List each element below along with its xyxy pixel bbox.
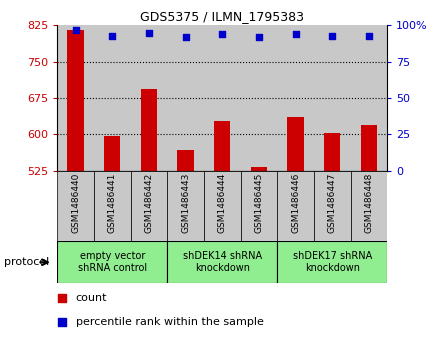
Bar <box>351 25 387 171</box>
Bar <box>351 171 387 241</box>
Point <box>145 30 152 36</box>
Text: empty vector
shRNA control: empty vector shRNA control <box>77 252 147 273</box>
Text: GSM1486443: GSM1486443 <box>181 173 190 233</box>
Text: GSM1486444: GSM1486444 <box>218 173 227 233</box>
Text: shDEK14 shRNA
knockdown: shDEK14 shRNA knockdown <box>183 252 262 273</box>
Text: count: count <box>76 293 107 303</box>
Bar <box>94 171 131 241</box>
Bar <box>314 171 351 241</box>
Text: GSM1486446: GSM1486446 <box>291 173 300 233</box>
Point <box>255 34 262 40</box>
Bar <box>277 25 314 171</box>
Bar <box>287 117 304 171</box>
Point <box>329 33 336 38</box>
Text: GSM1486448: GSM1486448 <box>364 173 374 233</box>
Text: GSM1486447: GSM1486447 <box>328 173 337 233</box>
Bar <box>277 241 387 283</box>
Text: shDEK17 shRNA
knockdown: shDEK17 shRNA knockdown <box>293 252 372 273</box>
Bar <box>251 167 267 171</box>
Bar <box>57 241 167 283</box>
Text: GSM1486440: GSM1486440 <box>71 173 80 233</box>
Point <box>365 33 372 38</box>
Bar <box>204 25 241 171</box>
Bar <box>361 125 377 171</box>
Bar <box>131 25 167 171</box>
Bar <box>57 25 94 171</box>
Bar <box>241 25 277 171</box>
Text: GSM1486441: GSM1486441 <box>108 173 117 233</box>
Bar <box>94 25 131 171</box>
Point <box>72 27 79 33</box>
Point <box>58 319 65 325</box>
Bar <box>314 25 351 171</box>
Text: GSM1486445: GSM1486445 <box>254 173 264 233</box>
Bar <box>131 171 167 241</box>
Text: protocol: protocol <box>4 257 50 267</box>
Point <box>109 33 116 38</box>
Bar <box>177 150 194 171</box>
Bar <box>214 121 231 171</box>
Bar <box>167 241 277 283</box>
Bar <box>67 30 84 171</box>
Bar <box>104 136 121 171</box>
Bar <box>204 171 241 241</box>
Point <box>182 34 189 40</box>
Bar <box>241 171 277 241</box>
Text: GSM1486442: GSM1486442 <box>144 173 154 233</box>
Point <box>219 31 226 37</box>
Bar <box>141 89 157 171</box>
Bar <box>167 25 204 171</box>
Bar <box>167 171 204 241</box>
Point <box>292 31 299 37</box>
Text: percentile rank within the sample: percentile rank within the sample <box>76 317 264 327</box>
Point <box>58 295 65 301</box>
Bar <box>277 171 314 241</box>
Bar <box>324 133 341 171</box>
Bar <box>57 171 94 241</box>
Title: GDS5375 / ILMN_1795383: GDS5375 / ILMN_1795383 <box>140 10 304 23</box>
